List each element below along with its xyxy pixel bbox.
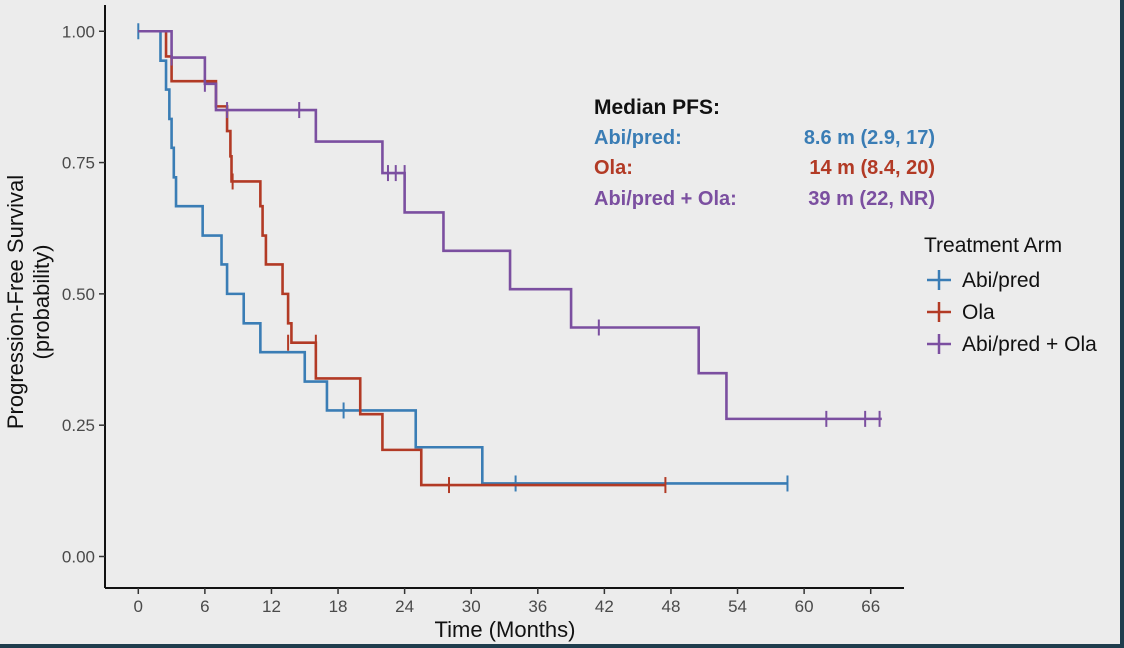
x-tick-label: 42 — [595, 597, 614, 616]
legend-label-combo: Abi/pred + Ola — [962, 333, 1097, 356]
axes: 0 6 12 18 24 30 36 42 48 54 60 66 0.00 0.25 0.50 0.75 1.… — [62, 5, 904, 616]
legend-item-abi: Abi/pred — [927, 269, 1040, 292]
x-tick-label: 54 — [728, 597, 747, 616]
survival-curves — [137, 23, 882, 494]
x-tick-label: 66 — [861, 597, 880, 616]
annotation-label-combo: Abi/pred + Ola: — [594, 188, 737, 210]
y-tick-label: 0.00 — [62, 547, 95, 566]
y-tick-label: 0.25 — [62, 416, 95, 435]
annotation-value-combo: 39 m (22, NR) — [808, 188, 935, 210]
y-tick-label: 0.50 — [62, 285, 95, 304]
x-tick-label: 36 — [528, 597, 547, 616]
median-pfs-annotation: Median PFS: Abi/pred: 8.6 m (2.9, 17) Ol… — [594, 96, 935, 210]
legend-label-abi: Abi/pred — [962, 269, 1040, 292]
x-tick-label: 30 — [462, 597, 481, 616]
legend: Treatment Arm Abi/pred Ola Abi/pred + Ol… — [924, 234, 1097, 356]
x-tick-label: 18 — [329, 597, 348, 616]
x-axis-title: Time (Months) — [435, 617, 576, 642]
curve-ola — [138, 29, 666, 487]
annotation-title: Median PFS: — [594, 96, 720, 119]
annotation-value-ola: 14 m (8.4, 20) — [809, 157, 935, 179]
y-tick-label: 1.00 — [62, 22, 95, 41]
y-axis-title-line2: (probability) — [29, 245, 54, 360]
annotation-label-ola: Ola: — [594, 157, 633, 179]
curve-abi — [138, 29, 788, 485]
x-tick-label: 60 — [795, 597, 814, 616]
legend-label-ola: Ola — [962, 301, 995, 324]
legend-item-combo: Abi/pred + Ola — [927, 333, 1097, 356]
y-axis-title-line1: Progression-Free Survival — [3, 175, 28, 429]
legend-title: Treatment Arm — [924, 234, 1062, 257]
curve-combo — [138, 29, 882, 421]
legend-item-ola: Ola — [927, 301, 995, 324]
x-tick-label: 24 — [395, 597, 414, 616]
annotation-label-abi: Abi/pred: — [594, 127, 682, 149]
x-tick-label: 12 — [262, 597, 281, 616]
annotation-value-abi: 8.6 m (2.9, 17) — [804, 127, 935, 149]
x-tick-label: 48 — [661, 597, 680, 616]
x-tick-label: 6 — [200, 597, 209, 616]
y-tick-label: 0.75 — [62, 154, 95, 173]
x-tick-label: 0 — [134, 597, 143, 616]
